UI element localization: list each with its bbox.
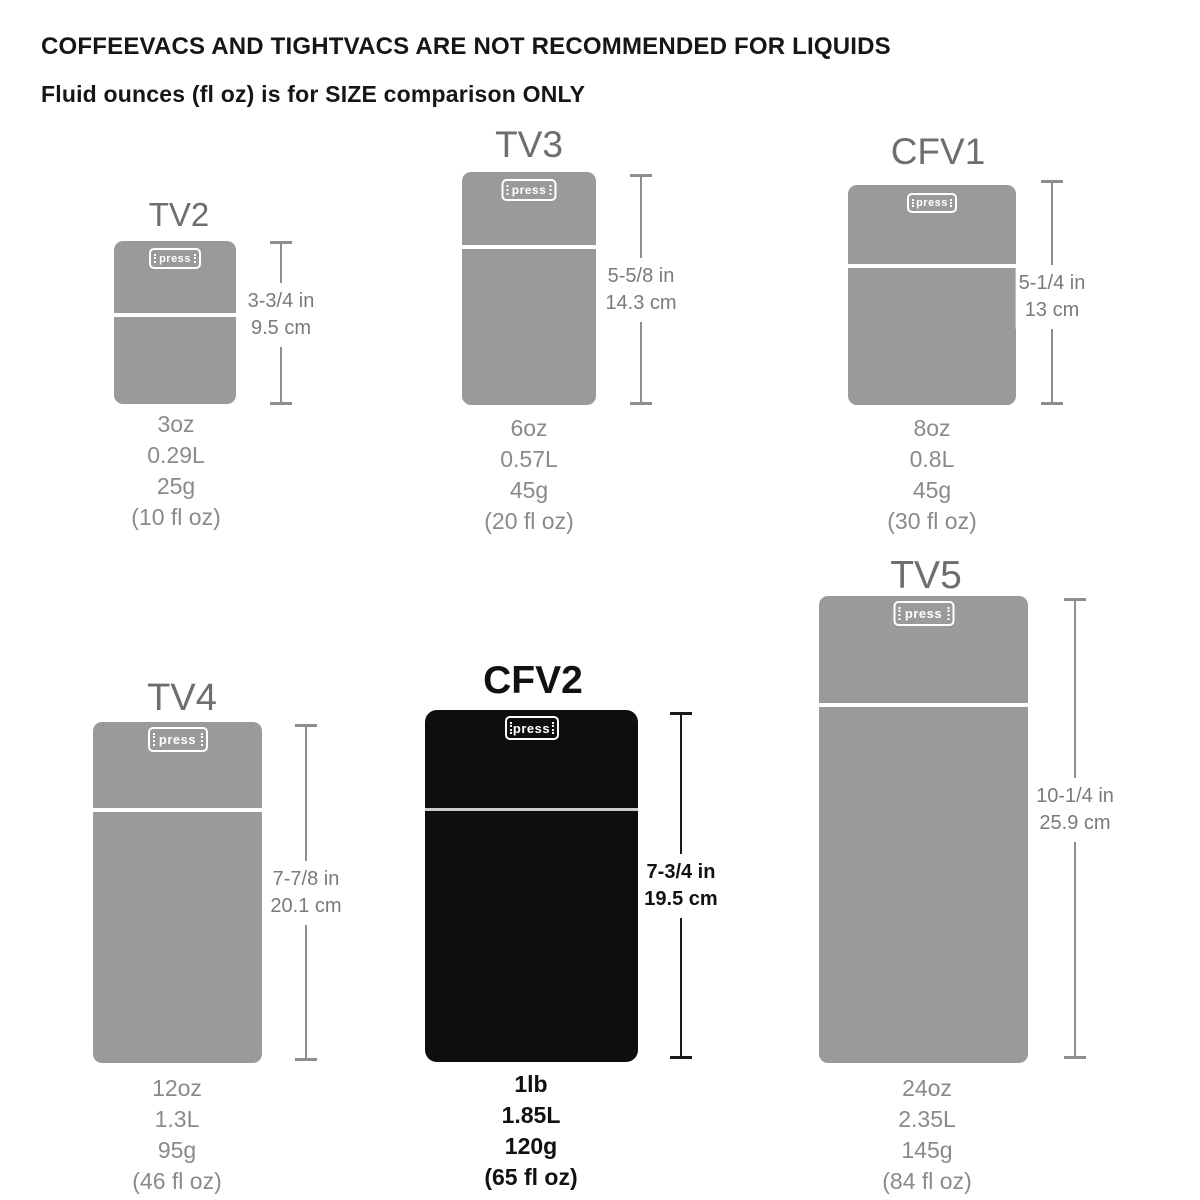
product-title: TV3 — [495, 124, 563, 165]
spec-grams: 45g — [912, 477, 952, 503]
dimension-label: 10-1/4 in 25.9 cm — [1033, 778, 1117, 843]
dimension-indicator: 10-1/4 in 25.9 cm — [1033, 598, 1117, 1059]
spec-floz: (10 fl oz) — [131, 504, 221, 530]
press-label: press — [916, 197, 948, 209]
spec-floz: (84 fl oz) — [882, 1168, 972, 1194]
lid-divider — [425, 808, 638, 811]
dimension-cap-top — [1041, 180, 1063, 183]
press-label: press — [511, 183, 547, 197]
spec-labels: 3oz 0.29L 25g (10 fl oz) — [66, 409, 286, 533]
dimension-indicator: 3-3/4 in 9.5 cm — [244, 241, 318, 405]
press-button: press — [147, 727, 208, 752]
spec-weight: 3oz — [157, 411, 195, 437]
spec-weight: 1lb — [514, 1071, 548, 1097]
spec-labels: 6oz 0.57L 45g (20 fl oz) — [419, 413, 639, 537]
spec-volume: 0.29L — [147, 442, 205, 468]
product-title: CFV1 — [890, 131, 986, 172]
press-label: press — [158, 732, 197, 747]
dimension-cap-top — [670, 712, 692, 715]
spec-volume: 1.85L — [501, 1102, 561, 1128]
spec-floz: (20 fl oz) — [484, 508, 574, 534]
container-body: press — [114, 241, 236, 404]
dimension-label: 3-3/4 in 9.5 cm — [244, 282, 318, 347]
dimension-inches: 3-3/4 in — [247, 289, 315, 312]
spec-volume: 0.57L — [500, 446, 558, 472]
lid-divider — [819, 703, 1028, 707]
press-button: press — [504, 716, 559, 740]
dimension-inches: 7-7/8 in — [272, 867, 340, 890]
product-title: CFV2 — [483, 659, 583, 702]
spec-grams: 95g — [157, 1137, 197, 1163]
press-label: press — [512, 720, 551, 736]
lid-divider — [93, 808, 262, 812]
dimension-indicator: 5-5/8 in 14.3 cm — [602, 174, 680, 405]
lid-divider — [114, 313, 236, 317]
spec-weight: 12oz — [152, 1075, 202, 1101]
product-title: TV4 — [147, 677, 217, 719]
spec-floz: (46 fl oz) — [132, 1168, 222, 1194]
dimension-cap-bottom — [270, 402, 292, 405]
dimension-cap-top — [1064, 598, 1086, 601]
dimension-cap-top — [295, 724, 317, 727]
spec-grams: 25g — [156, 473, 196, 499]
dimension-cap-bottom — [630, 402, 652, 405]
dimension-label: 7-7/8 in 20.1 cm — [267, 860, 345, 925]
container-body: press — [462, 172, 596, 405]
press-button: press — [907, 193, 957, 213]
dimension-label: 7-3/4 in 19.5 cm — [641, 853, 721, 918]
dimension-indicator: 5-1/4 in 13 cm — [1015, 180, 1089, 405]
dimension-cap-top — [270, 241, 292, 244]
dimension-cm: 20.1 cm — [270, 894, 342, 917]
spec-weight: 6oz — [510, 415, 548, 441]
product-title: TV5 — [890, 554, 962, 597]
lid-divider — [462, 245, 596, 249]
dimension-indicator: 7-3/4 in 19.5 cm — [641, 712, 721, 1059]
dimension-cm: 9.5 cm — [250, 316, 312, 339]
dimension-cap-bottom — [670, 1056, 692, 1059]
dimension-cm: 13 cm — [1024, 298, 1080, 321]
spec-weight: 24oz — [902, 1075, 952, 1101]
dimension-cap-bottom — [1064, 1056, 1086, 1059]
dimension-indicator: 7-7/8 in 20.1 cm — [267, 724, 345, 1061]
spec-grams: 120g — [504, 1133, 558, 1159]
dimension-cm: 14.3 cm — [605, 291, 677, 314]
press-label: press — [904, 606, 943, 621]
dimension-label: 5-5/8 in 14.3 cm — [602, 257, 680, 322]
dimension-inches: 7-3/4 in — [646, 860, 716, 883]
dimension-cap-bottom — [295, 1058, 317, 1061]
press-button: press — [149, 248, 201, 269]
press-label: press — [159, 252, 191, 265]
spec-volume: 2.35L — [898, 1106, 956, 1132]
dimension-inches: 10-1/4 in — [1036, 785, 1114, 808]
dimension-cm: 19.5 cm — [644, 887, 718, 910]
spec-labels: 12oz 1.3L 95g (46 fl oz) — [67, 1073, 287, 1197]
press-button: press — [501, 179, 557, 201]
dimension-label: 5-1/4 in 13 cm — [1015, 264, 1089, 329]
lid-divider — [848, 264, 1016, 268]
product-title: TV2 — [148, 196, 210, 233]
spec-labels: 8oz 0.8L 45g (30 fl oz) — [822, 413, 1042, 537]
press-button: press — [893, 601, 954, 626]
container-body: press — [848, 185, 1016, 405]
spec-floz: (65 fl oz) — [484, 1164, 578, 1190]
container-body: press — [819, 596, 1028, 1063]
spec-weight: 8oz — [913, 415, 951, 441]
fluid-ounce-note: Fluid ounces (fl oz) is for SIZE compari… — [41, 81, 586, 107]
spec-volume: 0.8L — [909, 446, 955, 472]
spec-grams: 145g — [901, 1137, 953, 1163]
spec-labels: 24oz 2.35L 145g (84 fl oz) — [817, 1073, 1037, 1197]
dimension-inches: 5-1/4 in — [1018, 271, 1086, 294]
spec-grams: 45g — [509, 477, 549, 503]
warning-heading: COFFEEVACS AND TIGHTVACS ARE NOT RECOMME… — [41, 33, 891, 60]
dimension-cm: 25.9 cm — [1039, 812, 1111, 835]
spec-volume: 1.3L — [154, 1106, 200, 1132]
dimension-cap-bottom — [1041, 402, 1063, 405]
spec-labels: 1lb 1.85L 120g (65 fl oz) — [421, 1069, 641, 1193]
spec-floz: (30 fl oz) — [887, 508, 977, 534]
container-body: press — [93, 722, 262, 1063]
dimension-inches: 5-5/8 in — [607, 264, 675, 287]
dimension-cap-top — [630, 174, 652, 177]
container-body: press — [425, 710, 638, 1062]
